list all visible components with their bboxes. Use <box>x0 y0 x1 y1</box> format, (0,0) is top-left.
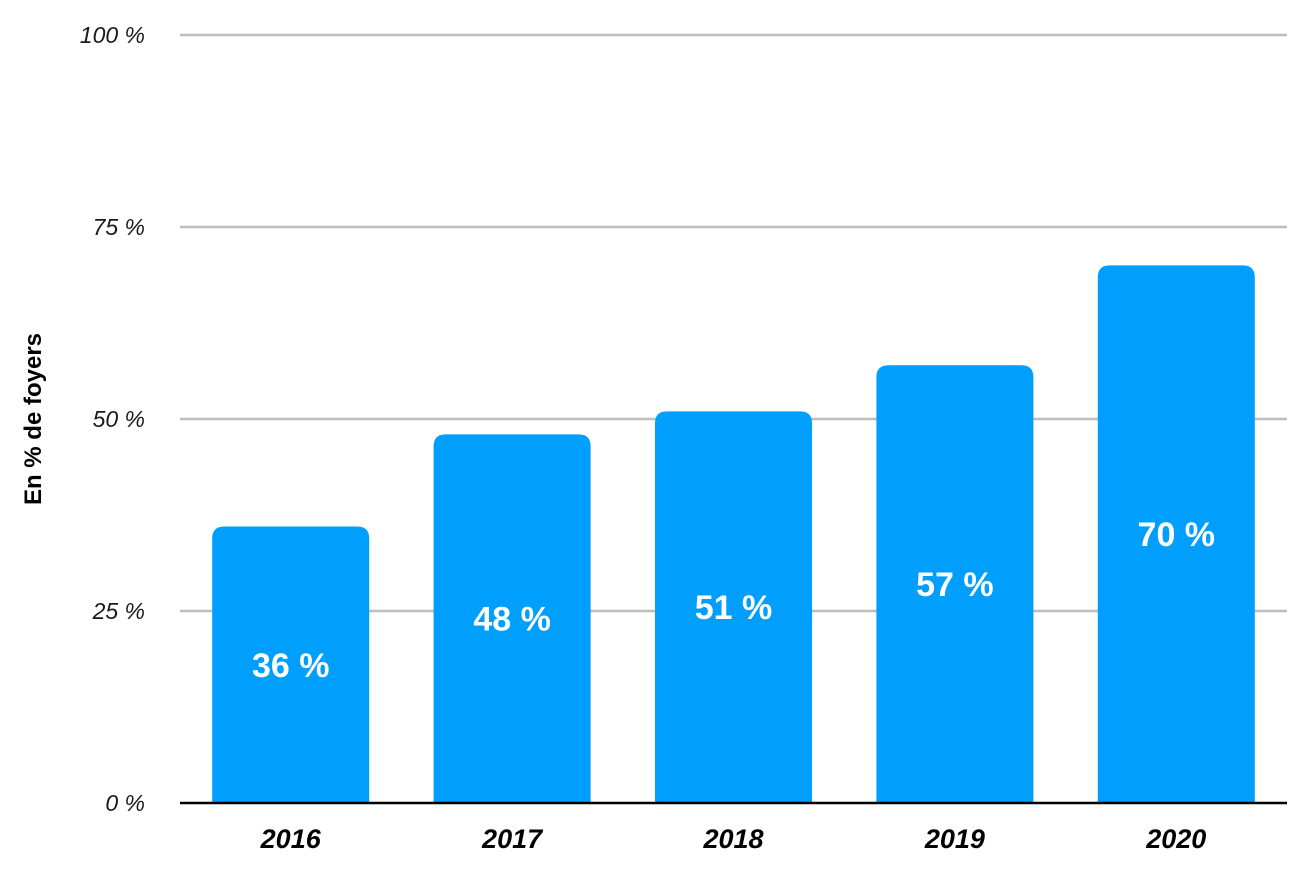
bar-2016 <box>212 526 370 803</box>
data-label-2020: 70 % <box>1138 516 1216 554</box>
y-tick-label: 50 % <box>93 406 145 432</box>
y-tick-label: 75 % <box>93 214 145 240</box>
y-axis-title: En % de foyers <box>20 333 47 505</box>
x-tick-label-2017: 2017 <box>481 824 544 854</box>
y-axis-tick-labels: 0 % 25 % 50 % 75 % 100 % <box>80 22 145 816</box>
data-label-2017: 48 % <box>473 601 551 639</box>
bars <box>212 265 1255 803</box>
x-tick-label-2019: 2019 <box>924 824 985 854</box>
x-tick-label-2018: 2018 <box>702 824 763 854</box>
data-label-2018: 51 % <box>695 589 773 627</box>
y-tick-label: 25 % <box>92 598 145 624</box>
x-tick-label-2020: 2020 <box>1145 824 1206 854</box>
data-label-2016: 36 % <box>252 647 330 685</box>
data-labels: 36 % 48 % 51 % 57 % 70 % <box>252 516 1215 685</box>
x-axis-tick-labels: 2016 2017 2018 2019 2020 <box>260 824 1207 854</box>
data-label-2019: 57 % <box>916 566 994 604</box>
x-tick-label-2016: 2016 <box>260 824 322 854</box>
bar-2019 <box>876 365 1034 803</box>
y-tick-label: 0 % <box>105 790 145 816</box>
bar-2017 <box>433 434 591 803</box>
bar-2020 <box>1097 265 1255 803</box>
y-tick-label: 100 % <box>80 22 145 48</box>
bar-2018 <box>655 411 812 803</box>
